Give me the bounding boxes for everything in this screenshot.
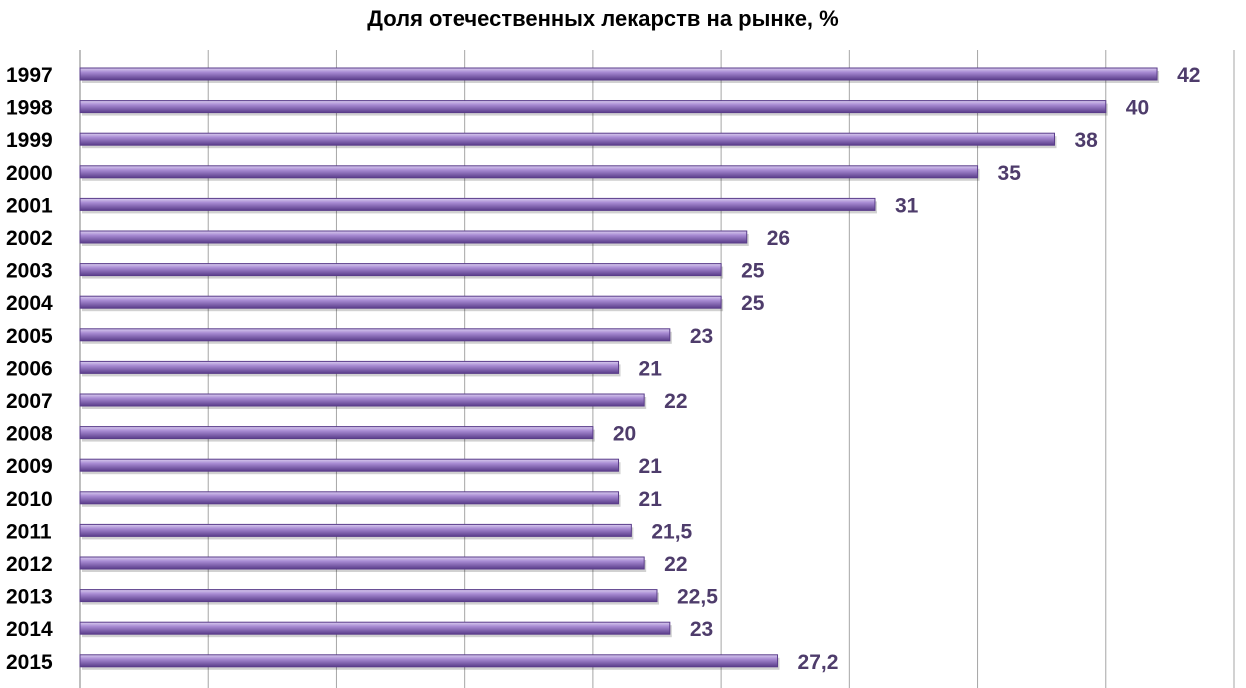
data-label: 22 xyxy=(664,553,687,576)
data-label: 22 xyxy=(664,390,687,413)
data-label: 23 xyxy=(690,618,713,641)
data-labels: 424038353126252523212220212121,52222,523… xyxy=(613,64,1201,674)
chart-title: Доля отечественных лекарств на рынке, % xyxy=(367,6,839,31)
bar-1997 xyxy=(79,67,1158,81)
data-label: 25 xyxy=(741,260,765,283)
data-label: 27,2 xyxy=(798,651,839,674)
data-label: 38 xyxy=(1074,129,1098,152)
category-label: 2012 xyxy=(6,553,53,576)
bars xyxy=(79,67,1160,670)
data-label: 21 xyxy=(639,488,663,511)
bar-2000 xyxy=(79,165,979,179)
bar-1998 xyxy=(79,100,1107,114)
data-label: 21 xyxy=(639,455,663,478)
bar-2004 xyxy=(79,295,722,309)
bar-2009 xyxy=(79,458,620,472)
bar-2006 xyxy=(79,360,620,374)
bar-2015 xyxy=(79,654,779,668)
data-label: 42 xyxy=(1177,64,1200,87)
data-label: 40 xyxy=(1126,97,1149,120)
data-label: 31 xyxy=(895,194,919,217)
bar-2001 xyxy=(79,197,876,211)
data-label: 23 xyxy=(690,325,713,348)
category-label: 2004 xyxy=(6,292,53,315)
bar-2011 xyxy=(79,523,632,537)
bar-2007 xyxy=(79,393,645,407)
category-label: 2014 xyxy=(6,618,53,641)
category-label: 2005 xyxy=(6,325,53,348)
data-label: 21 xyxy=(639,357,663,380)
bar-2014 xyxy=(79,621,671,635)
category-label: 2002 xyxy=(6,227,53,250)
category-label: 2000 xyxy=(6,162,53,185)
bar-2005 xyxy=(79,328,671,342)
bar-2002 xyxy=(79,230,748,244)
data-label: 20 xyxy=(613,423,636,446)
category-label: 2015 xyxy=(6,651,53,674)
data-label: 25 xyxy=(741,292,765,315)
category-label: 1998 xyxy=(6,97,53,120)
bar-2008 xyxy=(79,426,594,440)
category-label: 2007 xyxy=(6,390,53,413)
bar-2013 xyxy=(79,589,658,603)
bar-2012 xyxy=(79,556,645,570)
data-label: 26 xyxy=(767,227,790,250)
category-label: 2013 xyxy=(6,586,53,609)
data-label: 35 xyxy=(998,162,1022,185)
category-label: 2011 xyxy=(6,520,52,543)
category-label: 2001 xyxy=(6,194,53,217)
category-label: 1999 xyxy=(6,129,53,152)
category-labels: 1997 1998 1999 2000 2001 2002 2003 2004 2005 2006… xyxy=(6,64,53,674)
category-label: 2008 xyxy=(6,423,53,446)
category-label: 2009 xyxy=(6,455,53,478)
category-label: 1997 xyxy=(6,64,53,87)
bar-2003 xyxy=(79,263,722,277)
bar-1999 xyxy=(79,132,1055,146)
category-label: 2006 xyxy=(6,357,53,380)
bar-2010 xyxy=(79,491,620,505)
category-label: 2003 xyxy=(6,260,53,283)
data-label: 21,5 xyxy=(651,520,692,543)
category-label: 2010 xyxy=(6,488,53,511)
data-label: 22,5 xyxy=(677,586,718,609)
